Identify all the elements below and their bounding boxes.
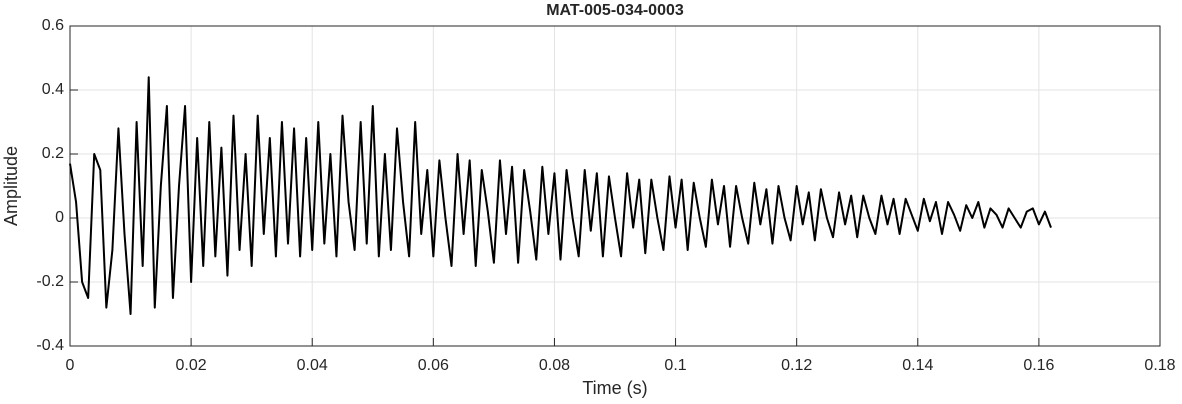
- y-tick-label: -0.4: [36, 337, 64, 354]
- x-tick-label: 0.1: [664, 357, 686, 374]
- y-tick-label: 0.4: [42, 81, 64, 98]
- x-tick-label: 0.06: [418, 357, 449, 374]
- y-tick-label: 0.2: [42, 145, 64, 162]
- x-tick-label: 0.08: [539, 357, 570, 374]
- chart-title: MAT-005-034-0003: [546, 2, 684, 19]
- signal-line: [69, 76, 1052, 315]
- x-tick-label: 0.04: [297, 357, 328, 374]
- x-tick-label: 0.12: [781, 357, 812, 374]
- axes-box: [69, 25, 1161, 347]
- x-tick-label: 0.14: [902, 357, 933, 374]
- x-tick-label: 0.16: [1023, 357, 1054, 374]
- y-axis-label: Amplitude: [1, 146, 21, 226]
- y-tick-label: 0: [55, 209, 64, 226]
- x-tick-label: 0.18: [1144, 357, 1175, 374]
- x-axis-label: Time (s): [582, 378, 647, 398]
- y-tick-label: -0.2: [36, 273, 64, 290]
- x-tick-label: 0.02: [176, 357, 207, 374]
- y-tick-label: 0.6: [42, 17, 64, 34]
- x-tick-label: 0: [66, 357, 75, 374]
